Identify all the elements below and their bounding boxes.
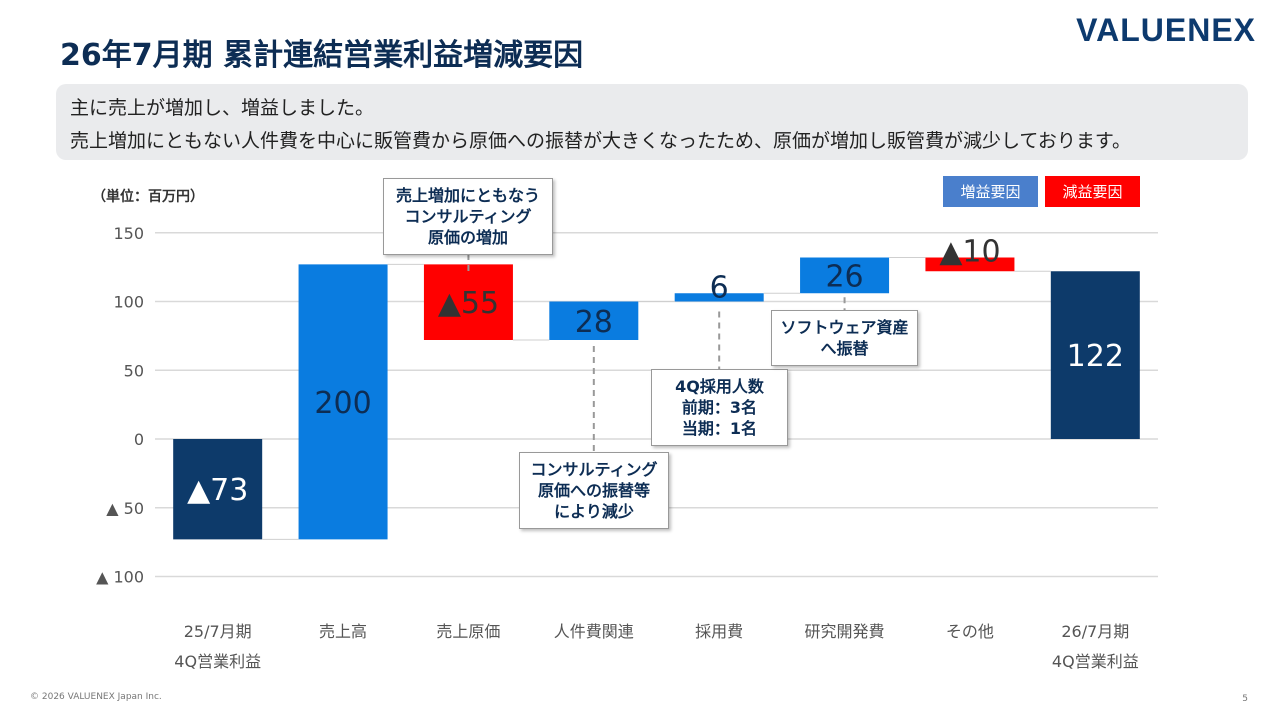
x-tick-label: 採用費 xyxy=(695,622,743,641)
x-tick-label: 研究開発費 xyxy=(805,622,885,641)
callout-personnel-transfer: コンサルティング 原価への振替等 により減少 xyxy=(519,452,669,529)
bar-total xyxy=(173,439,263,540)
callout-cost-increase: 売上増加にともなう コンサルティング 原価の増加 xyxy=(383,178,553,255)
callout-line: コンサルティング xyxy=(530,460,658,479)
data-label: 200 xyxy=(314,386,371,421)
y-tick-label: ▲ 50 xyxy=(106,499,144,518)
data-label: 28 xyxy=(575,305,613,340)
data-label: ▲55 xyxy=(438,286,499,321)
y-tick-label: 50 xyxy=(124,361,144,380)
page-number: 5 xyxy=(1242,694,1248,704)
y-tick-label: 150 xyxy=(113,224,144,243)
bar-increase xyxy=(298,264,388,540)
bar-decrease xyxy=(925,257,1015,272)
x-tick-label: 4Q営業利益 xyxy=(174,652,261,671)
y-tick-label: 0 xyxy=(134,430,144,449)
legend-increase: 増益要因 xyxy=(943,176,1038,207)
callout-line: ソフトウェア資産 xyxy=(780,318,909,337)
callout-hiring: 4Q採用人数 前期：3名当期：1名 xyxy=(651,369,788,446)
y-tick-label: ▲ 100 xyxy=(96,568,144,587)
summary-line-2: 売上増加にともない人件費を中心に販管費から原価への振替が大きくなったため、原価が… xyxy=(70,130,1131,152)
callout-line: 原価の増加 xyxy=(427,228,508,247)
data-label: ▲73 xyxy=(187,473,248,508)
summary-line-1: 主に売上が増加し、増益しました。 xyxy=(70,97,375,119)
data-label: 26 xyxy=(825,259,863,294)
callout-software: ソフトウェア資産 へ振替 xyxy=(771,310,918,366)
callout-line: 原価への振替等 xyxy=(537,481,650,500)
x-tick-label: 4Q営業利益 xyxy=(1052,652,1139,671)
x-tick-label: 25/7月期 xyxy=(184,622,252,641)
bar-total xyxy=(1050,271,1140,439)
copyright: © 2026 VALUENEX Japan Inc. xyxy=(30,692,162,702)
valuenex-logo: VALUENEX xyxy=(1076,12,1256,48)
callout-line: により減少 xyxy=(554,502,634,521)
x-tick-label: 人件費関連 xyxy=(554,622,634,641)
bar-increase xyxy=(549,301,639,340)
callout-line: 当期：1名 xyxy=(681,419,758,438)
data-label: 122 xyxy=(1067,339,1124,374)
x-tick-label: 売上原価 xyxy=(436,622,500,641)
y-tick-label: 100 xyxy=(113,293,144,312)
x-tick-label: その他 xyxy=(946,622,994,641)
bar-increase xyxy=(800,257,890,294)
x-tick-label: 26/7月期 xyxy=(1061,622,1129,641)
unit-label: （単位：百万円） xyxy=(92,189,204,205)
bar-increase xyxy=(674,293,764,302)
data-label: 6 xyxy=(710,270,729,305)
callout-line: 売上増加にともなう xyxy=(395,186,540,205)
data-label: ▲10 xyxy=(939,235,1000,270)
page-title: 26年7月期 累計連結営業利益増減要因 xyxy=(60,38,584,73)
callout-line: へ振替 xyxy=(820,339,869,358)
callout-line: コンサルティング xyxy=(404,207,532,226)
bar-decrease xyxy=(423,264,513,340)
callout-line: 4Q採用人数 xyxy=(675,377,764,396)
legend-decrease: 減益要因 xyxy=(1045,176,1140,207)
x-tick-label: 売上高 xyxy=(319,622,367,641)
summary-box: 主に売上が増加し、増益しました。 売上増加にともない人件費を中心に販管費から原価… xyxy=(56,84,1248,160)
callout-line: 前期：3名 xyxy=(681,398,758,417)
